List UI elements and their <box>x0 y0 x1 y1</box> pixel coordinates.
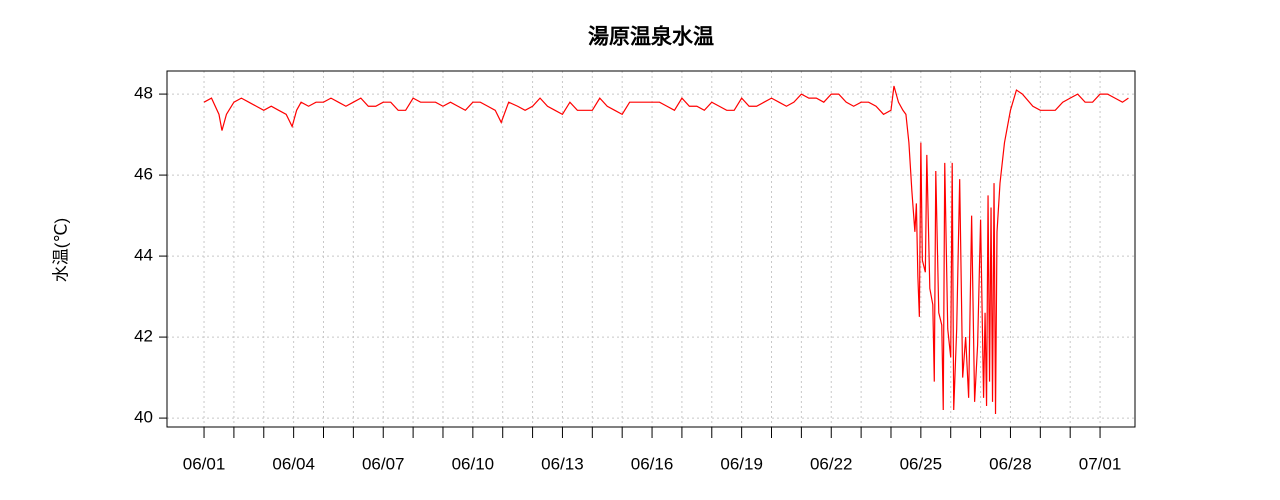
x-tick-label: 06/16 <box>631 454 674 473</box>
y-tick-label: 46 <box>134 165 153 184</box>
y-tick-label: 44 <box>134 246 153 265</box>
plot-area <box>203 85 1129 415</box>
x-tick-label: 06/01 <box>183 454 226 473</box>
x-tick-label: 06/07 <box>362 454 405 473</box>
x-tick-label: 06/25 <box>900 454 943 473</box>
x-tick-label: 06/04 <box>272 454 315 473</box>
y-tick-label: 48 <box>134 84 153 103</box>
data-line <box>203 85 1129 415</box>
y-axis-label: 水温(℃) <box>51 218 70 282</box>
y-tick-label: 40 <box>134 408 153 427</box>
plot-frame <box>166 70 1136 428</box>
x-tick-label: 06/22 <box>810 454 853 473</box>
chart-title: 湯原温泉水温 <box>588 25 714 49</box>
x-tick-label: 07/01 <box>1079 454 1122 473</box>
grid <box>167 71 1135 427</box>
x-tick-label: 06/10 <box>452 454 495 473</box>
x-tick-label: 06/28 <box>989 454 1032 473</box>
y-tick-label: 42 <box>134 327 153 346</box>
x-tick-label: 06/13 <box>541 454 584 473</box>
x-tick-label: 06/19 <box>720 454 763 473</box>
